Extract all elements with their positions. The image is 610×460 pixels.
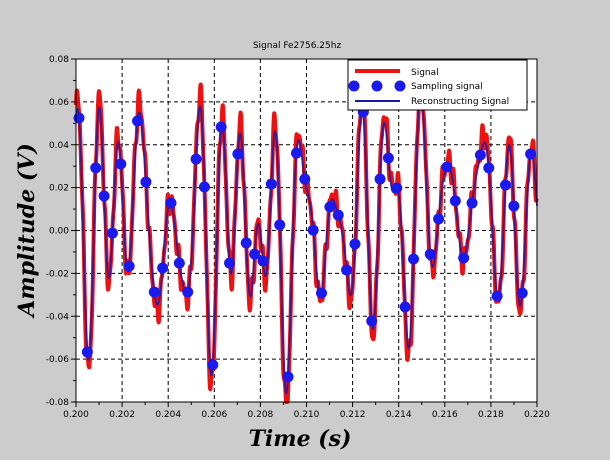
sample-point [73,112,85,124]
x-tick-label: 0.218 [478,410,504,420]
legend: Signal Sampling signal Reconstructing Si… [347,59,528,111]
sample-point [483,162,495,174]
sample-point [349,238,361,250]
x-tick-label: 0.216 [432,410,458,420]
sample-point [148,286,160,298]
x-tick-label: 0.204 [155,410,181,420]
y-tick-label: -0.06 [46,355,70,365]
sample-point [232,148,244,160]
y-tick-label: -0.02 [46,269,69,279]
sample-point [81,346,93,358]
sample-point [324,201,336,213]
sample-point [249,248,261,260]
y-axis-label: Amplitude (V) [14,143,40,319]
sample-point [474,149,486,161]
y-tick-label: -0.04 [46,312,70,322]
x-tick-label: 0.214 [386,410,412,420]
sample-point [491,290,503,302]
sample-point [374,173,386,185]
y-tick-label: 0.04 [49,141,69,151]
sample-point [433,213,445,225]
sample-point [499,179,511,191]
sample-point [508,200,520,212]
sample-point [90,162,102,174]
y-tick-label: 0.00 [49,227,69,237]
sample-point [173,257,185,269]
sample-point [115,158,127,170]
sample-point [165,197,177,209]
sample-point [516,287,528,299]
chart-title: Signal Fe2756.25hz [253,41,342,51]
x-tick-label: 0.212 [340,410,366,420]
legend-sampling: Sampling signal [411,82,483,92]
y-tick-label: 0.08 [49,55,69,65]
sample-point [525,148,537,160]
sample-point [458,252,470,264]
y-tick-label: 0.02 [49,184,69,194]
sample-point [106,227,118,239]
sample-point [307,224,319,236]
x-tick-label: 0.220 [524,410,550,420]
y-tick-label: 0.06 [49,98,69,108]
sample-point [274,219,286,231]
sample-point [391,182,403,194]
sample-point [240,237,252,249]
sample-point [441,161,453,173]
sample-point [98,190,110,202]
sample-point [399,301,411,313]
x-axis-label: Time (s) [249,426,352,452]
sample-point [449,195,461,207]
sample-point [299,173,311,185]
x-tick-label: 0.210 [294,410,320,420]
y-tick-label: -0.08 [46,398,70,408]
sample-point [282,371,294,383]
sample-point [257,255,269,267]
sample-point [132,115,144,127]
legend-sample-marker [348,80,360,92]
sample-point [408,253,420,265]
legend-sample-marker [371,80,383,92]
sample-point [207,359,219,371]
sample-point [316,287,328,299]
sample-point [265,178,277,190]
x-tick-label: 0.208 [248,410,274,420]
sample-point [366,315,378,327]
sample-point [224,257,236,269]
legend-sample-marker [394,80,406,92]
sample-point [332,209,344,221]
sample-point [140,176,152,188]
axis-ticks: 0.200 0.202 0.204 0.206 0.208 0.210 0.212 0.214… [46,55,550,420]
sample-point [190,153,202,165]
reconstruction-line [75,92,538,395]
sample-point [382,152,394,164]
sample-point [466,197,478,209]
legend-signal: Signal [411,68,439,78]
x-tick-label: 0.200 [63,410,89,420]
sample-point [123,260,135,272]
sample-point [215,121,227,133]
legend-reconstruction: Reconstructing Signal [411,97,509,107]
sample-point [198,181,210,193]
curves [73,65,539,404]
x-tick-label: 0.206 [201,410,227,420]
sample-point [182,286,194,298]
sample-point [424,248,436,260]
sample-point [157,262,169,274]
sample-point [290,147,302,159]
sample-point [341,264,353,276]
x-tick-label: 0.202 [109,410,135,420]
